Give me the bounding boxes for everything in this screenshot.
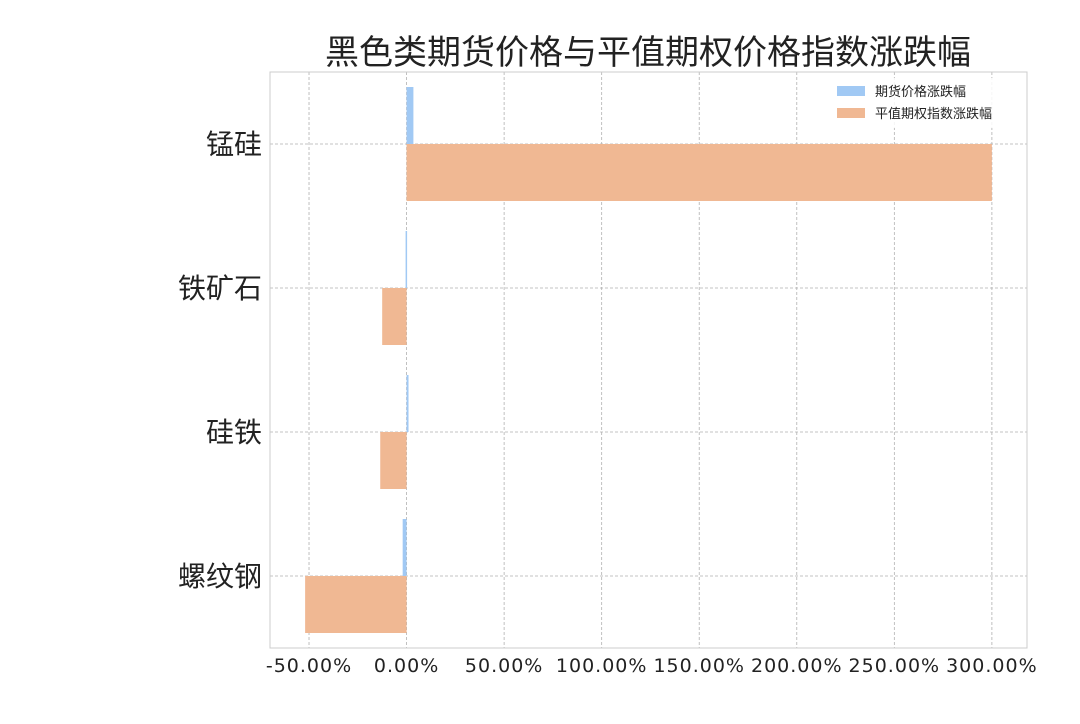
category-label: 硅铁 — [206, 416, 262, 449]
legend-swatch-futures — [837, 86, 865, 96]
legend-label-futures: 期货价格涨跌幅 — [875, 84, 966, 100]
bar-futures — [406, 375, 409, 432]
bar-futures — [402, 519, 407, 576]
plot-frame — [269, 71, 1028, 649]
x-tick-label: 50.00% — [465, 655, 543, 677]
bar-futures — [406, 87, 414, 144]
x-tick-label: 100.00% — [556, 655, 648, 677]
bar-options — [305, 576, 407, 633]
legend-label-options: 平值期权指数涨跌幅 — [875, 106, 992, 122]
category-label: 铁矿石 — [178, 272, 262, 305]
chart-title: 黑色类期货价格与平值期权价格指数涨跌幅 — [325, 33, 971, 73]
x-tick-label: 200.00% — [751, 655, 843, 677]
bar-options — [382, 288, 407, 345]
legend-swatch-options — [837, 108, 865, 118]
bar-options — [406, 144, 992, 201]
category-label: 螺纹钢 — [178, 560, 262, 593]
legend: 期货价格涨跌幅 平值期权指数涨跌幅 — [827, 78, 1019, 128]
bar-futures — [405, 231, 408, 288]
x-tick-label: 150.00% — [653, 655, 745, 677]
bars — [305, 87, 992, 633]
x-tick-labels: -50.00% 0.00% 50.00% 100.00% 150.00% 200.00% 2… — [266, 655, 1038, 677]
x-tick-label: 300.00% — [946, 655, 1038, 677]
x-tick-label: 0.00% — [374, 655, 439, 677]
bar-options — [380, 432, 407, 489]
x-tick-label: 250.00% — [849, 655, 941, 677]
category-label: 锰硅 — [206, 128, 262, 161]
x-tick-label: -50.00% — [266, 655, 352, 677]
